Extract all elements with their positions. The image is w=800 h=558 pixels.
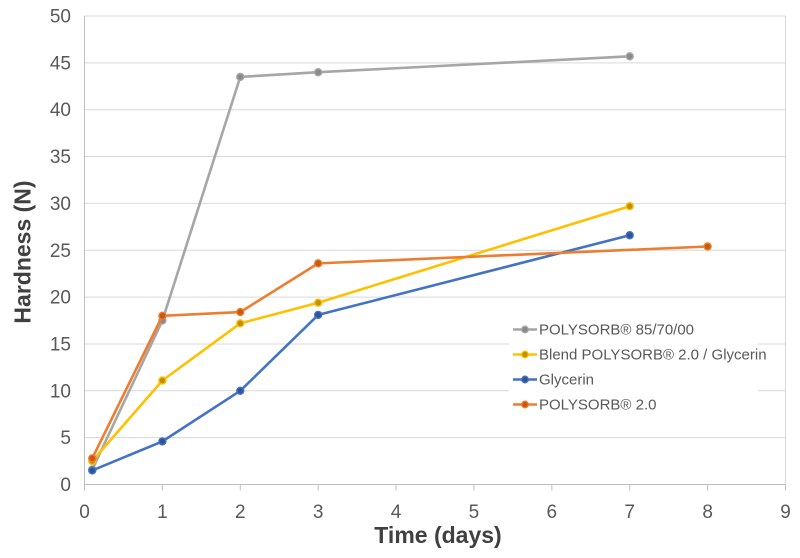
y-tick-label-15: 15 xyxy=(50,334,71,355)
y-axis-title: Hardness (N) xyxy=(9,180,36,324)
legend-label-blend-polysorb-2-0-glycerin: Blend POLYSORB® 2.0 / Glycerin xyxy=(539,347,767,364)
y-tick-label-40: 40 xyxy=(50,100,71,121)
data-point-polysorb-85-70-00-x2 xyxy=(236,72,245,82)
data-point-glycerin-x0.1 xyxy=(88,466,97,475)
x-tick-label-0: 0 xyxy=(79,502,90,523)
x-tick-label-4: 4 xyxy=(391,502,402,523)
y-tick-label-50: 50 xyxy=(50,7,71,28)
x-tick-label-2: 2 xyxy=(235,502,246,523)
x-tick-label-6: 6 xyxy=(547,502,558,523)
legend-marker-polysorb-85-70-00 xyxy=(521,325,529,334)
data-point-polysorb-85-70-00-x3 xyxy=(313,68,323,77)
data-point-glycerin-x1 xyxy=(158,437,167,446)
x-tick-label-7: 7 xyxy=(624,502,635,523)
x-tick-label-8: 8 xyxy=(702,502,713,523)
data-point-blend-polysorb-2-0-glycerin-x1 xyxy=(158,376,167,385)
y-tick-label-30: 30 xyxy=(50,194,71,215)
y-tick-label-25: 25 xyxy=(50,241,71,262)
x-tick-label-5: 5 xyxy=(469,502,480,523)
legend-marker-polysorb-2-0 xyxy=(521,400,529,409)
legend-item-polysorb-2-0: POLYSORB® 2.0 xyxy=(513,397,657,414)
legend-label-glycerin: Glycerin xyxy=(539,372,594,389)
data-point-polysorb-2-0-x8 xyxy=(703,242,712,251)
x-tick-label-3: 3 xyxy=(313,502,324,523)
data-point-polysorb-2-0-x0.1 xyxy=(88,454,97,463)
x-tick-label-1: 1 xyxy=(157,502,168,523)
y-tick-label-45: 45 xyxy=(50,53,71,74)
data-point-glycerin-x2 xyxy=(236,386,245,395)
data-point-blend-polysorb-2-0-glycerin-x7 xyxy=(625,202,634,211)
legend-background xyxy=(509,316,758,415)
legend: POLYSORB® 85/70/00 Blend POLYSORB® 2.0 / … xyxy=(509,316,767,415)
legend-item-blend-polysorb-2-0-glycerin: Blend POLYSORB® 2.0 / Glycerin xyxy=(513,347,767,364)
legend-marker-glycerin xyxy=(521,375,529,384)
data-point-glycerin-x7 xyxy=(625,231,634,240)
legend-marker-blend-polysorb-2-0-glycerin xyxy=(521,350,529,359)
data-point-polysorb-2-0-x3 xyxy=(313,259,323,268)
data-point-polysorb-2-0-x1 xyxy=(158,311,167,321)
x-axis-title: Time (days) xyxy=(374,522,502,548)
data-point-polysorb-2-0-x2 xyxy=(236,307,245,317)
data-point-blend-polysorb-2-0-glycerin-x3 xyxy=(313,298,323,307)
y-tick-label-10: 10 xyxy=(50,381,71,402)
data-point-glycerin-x3 xyxy=(313,310,323,320)
legend-item-polysorb-85-70-00: POLYSORB® 85/70/00 xyxy=(513,322,694,339)
data-point-blend-polysorb-2-0-glycerin-x2 xyxy=(236,319,245,328)
y-tick-label-0: 0 xyxy=(60,475,71,496)
data-point-polysorb-85-70-00-x7 xyxy=(625,52,634,61)
x-tick-label-9: 9 xyxy=(780,502,791,523)
legend-label-polysorb-85-70-00: POLYSORB® 85/70/00 xyxy=(539,322,694,339)
legend-item-glycerin: Glycerin xyxy=(513,372,594,389)
y-tick-label-35: 35 xyxy=(50,147,71,168)
legend-label-polysorb-2-0: POLYSORB® 2.0 xyxy=(539,397,657,414)
y-tick-label-20: 20 xyxy=(50,288,71,309)
y-tick-label-5: 5 xyxy=(60,428,71,449)
